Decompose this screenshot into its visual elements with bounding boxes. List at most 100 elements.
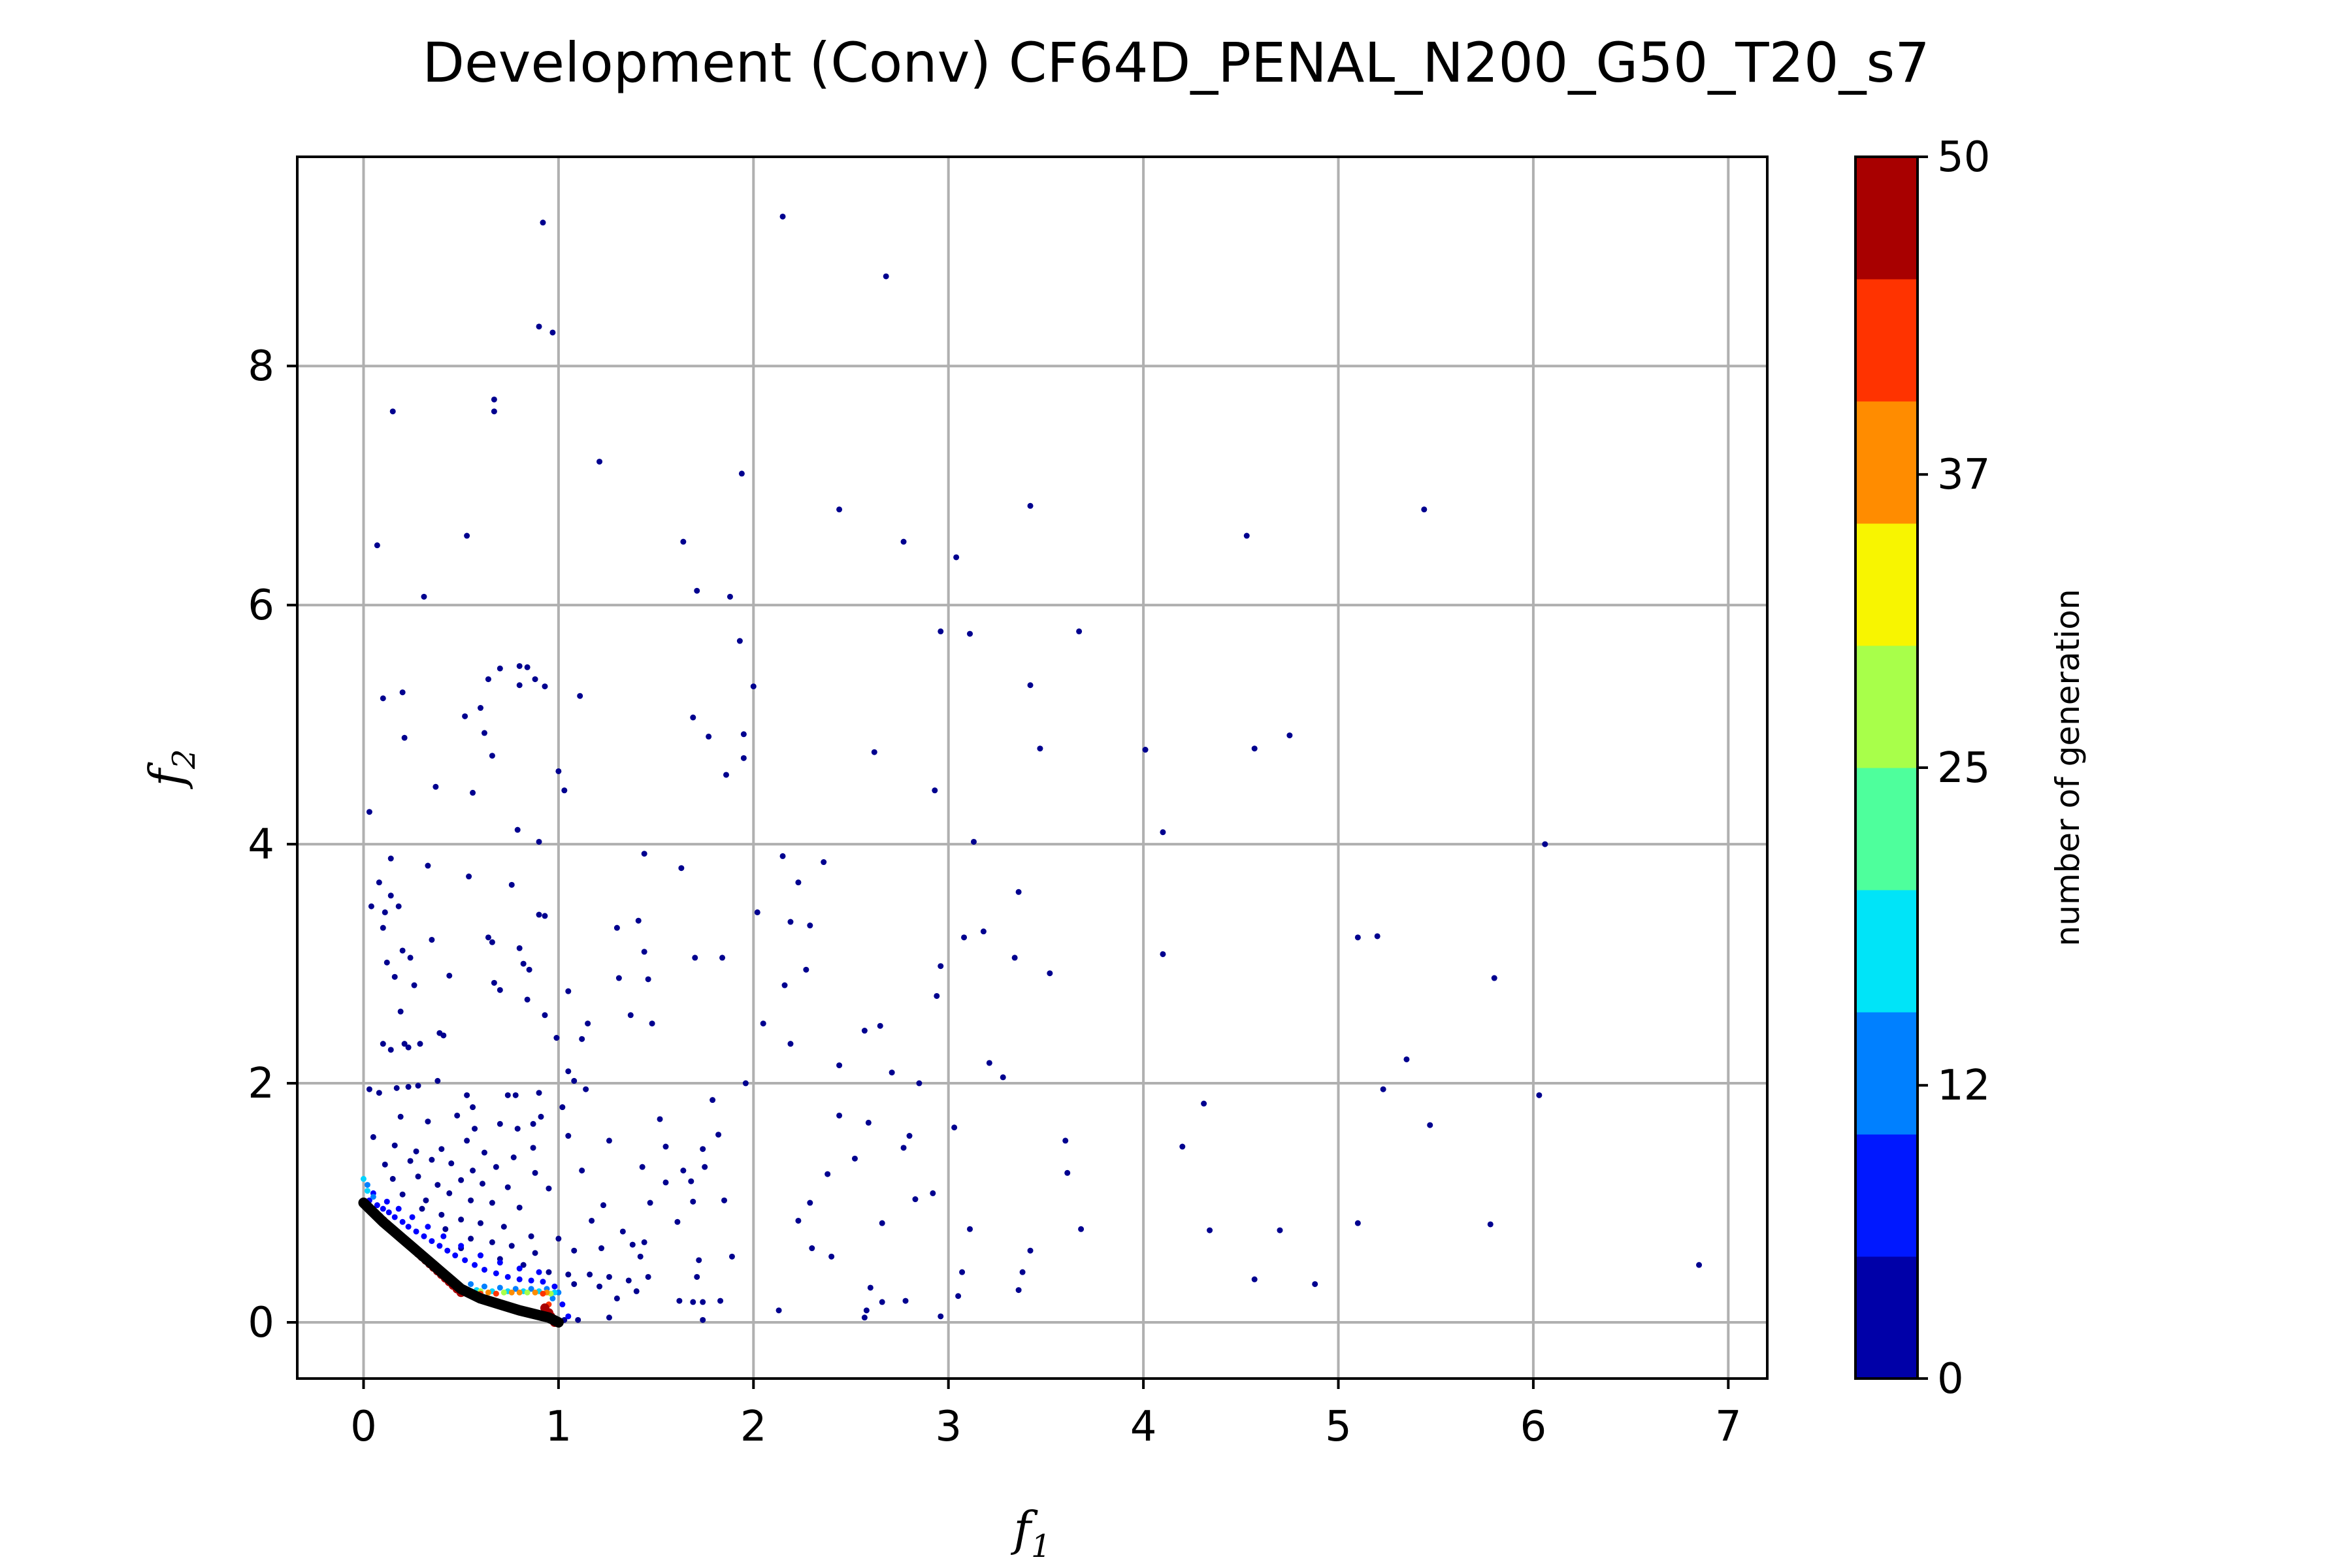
- data-point: [405, 1044, 412, 1051]
- data-point: [376, 879, 382, 886]
- data-point: [1277, 1227, 1283, 1233]
- data-point: [364, 1188, 370, 1194]
- y-tick-label: 4: [248, 821, 274, 869]
- data-point: [542, 913, 548, 919]
- data-point: [1027, 1247, 1034, 1254]
- data-point: [955, 1293, 962, 1299]
- data-point: [1160, 951, 1166, 957]
- data-point: [579, 1168, 585, 1174]
- data-point: [727, 593, 733, 600]
- data-point: [645, 976, 651, 983]
- data-point: [532, 676, 538, 683]
- x-tick-label: 5: [1325, 1403, 1352, 1451]
- data-point: [629, 1241, 636, 1248]
- data-point: [1403, 1056, 1410, 1062]
- data-point: [380, 1205, 386, 1212]
- colorbar-tick-label: 0: [1937, 1355, 1964, 1403]
- data-point: [425, 1224, 431, 1230]
- data-point: [468, 1197, 474, 1203]
- data-point: [1027, 502, 1034, 509]
- data-point: [649, 1021, 655, 1027]
- data-point: [1427, 1122, 1433, 1128]
- data-point: [1542, 841, 1548, 847]
- colorbar-segment: [1855, 1134, 1918, 1257]
- data-point: [417, 1041, 423, 1047]
- data-point: [930, 1190, 936, 1196]
- data-point: [970, 838, 977, 845]
- data-point: [395, 1205, 402, 1212]
- data-point: [489, 939, 495, 945]
- data-point: [938, 1313, 944, 1320]
- data-point: [551, 1283, 558, 1290]
- colorbar-segment: [1855, 401, 1918, 524]
- data-point: [645, 1273, 651, 1280]
- data-point: [387, 1047, 394, 1053]
- data-point: [393, 1085, 400, 1091]
- data-point: [721, 1197, 728, 1203]
- data-point: [961, 934, 968, 941]
- data-point: [540, 1279, 546, 1285]
- data-point: [405, 1224, 412, 1230]
- data-point: [559, 1301, 566, 1308]
- data-point: [883, 273, 889, 280]
- data-point: [384, 959, 390, 966]
- chart-title: Development (Conv) CF64D_PENAL_N200_G50_…: [422, 31, 1929, 95]
- data-point: [1286, 732, 1293, 739]
- data-point: [423, 1197, 429, 1203]
- data-point: [700, 1146, 706, 1152]
- data-point: [374, 1202, 380, 1209]
- data-point: [879, 1299, 885, 1305]
- data-point: [500, 1289, 507, 1296]
- data-point: [787, 919, 794, 925]
- data-point: [1251, 745, 1258, 752]
- data-point: [1207, 1227, 1213, 1233]
- data-point: [565, 1271, 572, 1278]
- data-point: [516, 1289, 523, 1296]
- data-point: [1421, 506, 1428, 513]
- data-point: [481, 1266, 487, 1273]
- data-point: [740, 755, 747, 761]
- data-point: [1078, 1226, 1085, 1232]
- data-point: [571, 1077, 578, 1084]
- data-point: [387, 855, 394, 862]
- data-point: [409, 1214, 416, 1220]
- data-point: [953, 554, 960, 561]
- data-point: [497, 987, 503, 993]
- data-point: [504, 1184, 511, 1190]
- data-point: [528, 1233, 534, 1239]
- data-point: [1312, 1281, 1318, 1287]
- data-point: [489, 753, 495, 759]
- data-point: [462, 1257, 468, 1264]
- data-point: [637, 1253, 644, 1260]
- data-point: [565, 988, 572, 994]
- data-point: [571, 1247, 578, 1254]
- data-point: [415, 1173, 421, 1180]
- data-point: [542, 1012, 548, 1019]
- grid-lines: [297, 157, 1767, 1379]
- data-point: [468, 1235, 474, 1242]
- data-point: [391, 1214, 398, 1220]
- data-point: [688, 1178, 694, 1184]
- data-point: [690, 1198, 696, 1205]
- data-point: [647, 1200, 653, 1206]
- data-point: [912, 1196, 919, 1203]
- data-point: [553, 1035, 560, 1041]
- data-point: [458, 1177, 465, 1183]
- colorbar-tick-label: 50: [1937, 133, 1990, 182]
- data-point: [481, 1149, 487, 1156]
- data-point: [399, 1218, 406, 1225]
- data-point: [613, 1295, 620, 1301]
- data-point: [516, 682, 523, 689]
- data-point: [376, 1090, 382, 1096]
- data-point: [565, 1313, 572, 1320]
- data-point: [421, 593, 427, 600]
- data-point: [399, 947, 406, 954]
- data-point: [470, 1104, 476, 1111]
- data-point: [532, 1169, 538, 1176]
- data-point: [405, 1084, 412, 1090]
- data-point: [485, 934, 491, 941]
- data-point: [1015, 889, 1022, 895]
- data-point: [657, 1116, 663, 1122]
- data-point: [374, 542, 380, 549]
- data-point: [421, 1233, 427, 1239]
